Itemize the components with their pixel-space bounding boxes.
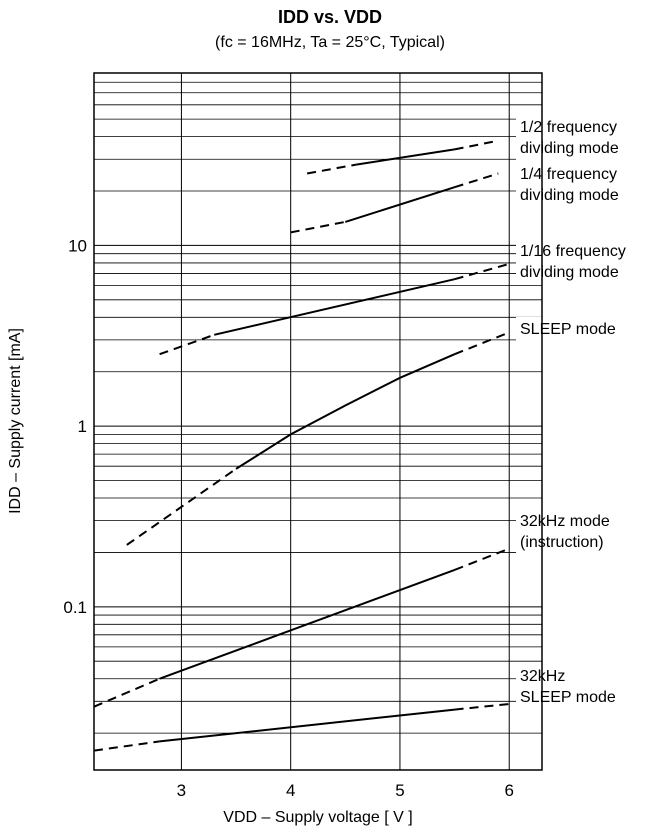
series-5-segment-1 bbox=[159, 708, 455, 743]
x-tick-label-0: 3 bbox=[177, 781, 186, 800]
series-4-segment-0 bbox=[93, 677, 160, 708]
series-1-segment-0 bbox=[290, 220, 346, 234]
series-label-bg-4 bbox=[516, 509, 654, 555]
series-2-segment-1 bbox=[213, 278, 455, 336]
series-label-2-line-1: dividing mode bbox=[520, 264, 619, 281]
y-tick-label-0: 0.1 bbox=[63, 598, 87, 617]
series-label-bg-5 bbox=[516, 664, 654, 710]
series-0-segment-1 bbox=[356, 148, 455, 166]
series-label-0-line-0: 1/2 frequency bbox=[520, 119, 617, 136]
series-3-segment-0 bbox=[126, 468, 237, 546]
x-tick-label-3: 6 bbox=[504, 781, 513, 800]
series-5-segment-0 bbox=[93, 740, 160, 752]
series-2-segment-2 bbox=[454, 262, 510, 281]
plot-frame bbox=[93, 72, 543, 771]
series-1-segment-2 bbox=[454, 172, 499, 189]
series-1-segment-1 bbox=[344, 186, 455, 223]
y-axis-label: IDD – Supply current [mA] bbox=[7, 328, 24, 514]
series-4-segment-2 bbox=[454, 547, 510, 571]
series-label-bg-3 bbox=[516, 317, 654, 342]
series-3-segment-2 bbox=[454, 331, 510, 356]
series-label-2-line-0: 1/16 frequency bbox=[520, 243, 626, 260]
tick-labels: 3 4 5 6 0.1 1 10 bbox=[63, 236, 514, 800]
series-0-segment-0 bbox=[306, 163, 357, 175]
series-label-0-line-1: dividing mode bbox=[520, 140, 619, 157]
y-tick-label-1: 1 bbox=[78, 417, 87, 436]
series-label-1-line-1: dividing mode bbox=[520, 187, 619, 204]
x-axis-label: VDD – Supply voltage [ V ] bbox=[223, 809, 412, 826]
x-tick-label-2: 5 bbox=[395, 781, 404, 800]
series-label-1-line-0: 1/4 frequency bbox=[520, 166, 617, 183]
series-label-3-line-0: SLEEP mode bbox=[520, 321, 616, 338]
grid-lines bbox=[94, 73, 542, 770]
series-label-bg-2 bbox=[516, 239, 654, 285]
series-3-segment-1 bbox=[235, 353, 455, 470]
series-curves bbox=[93, 139, 510, 752]
series-5-segment-2 bbox=[454, 703, 510, 711]
x-tick-label-1: 4 bbox=[286, 781, 295, 800]
series-label-5-line-1: SLEEP mode bbox=[520, 689, 616, 706]
chart-subtitle: (fc = 16MHz, Ta = 25°C, Typical) bbox=[215, 34, 445, 51]
series-label-bg-1 bbox=[516, 162, 654, 208]
series-label-4-line-1: (instruction) bbox=[520, 534, 604, 551]
series-label-bg-0 bbox=[516, 115, 654, 161]
series-4-segment-1 bbox=[159, 568, 455, 680]
series-0-segment-2 bbox=[454, 139, 499, 151]
chart-title: IDD vs. VDD bbox=[278, 7, 382, 27]
y-tick-label-2: 10 bbox=[68, 236, 87, 255]
series-labels: 1/2 frequency dividing mode 1/4 frequency d… bbox=[516, 115, 654, 710]
series-label-4-line-0: 32kHz mode bbox=[520, 513, 610, 530]
series-2-segment-0 bbox=[159, 333, 215, 356]
